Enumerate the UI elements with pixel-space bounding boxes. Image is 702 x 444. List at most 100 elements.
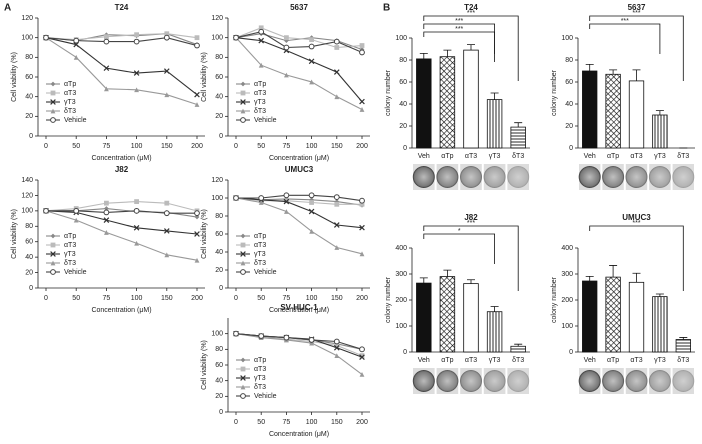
y-tick-label: 300: [395, 271, 407, 278]
x-tick-label: 0: [234, 295, 238, 302]
legend-label: Vehicle: [254, 269, 277, 276]
data-point: [359, 47, 365, 52]
legend-marker: [50, 251, 56, 257]
y-tick-label: 40: [25, 94, 33, 101]
x-tick-label: 50: [72, 143, 80, 150]
y-tick-label: 0: [403, 145, 407, 152]
data-point: [104, 206, 109, 211]
x-tick-label: Veh: [418, 153, 430, 160]
data-point: [309, 228, 314, 234]
data-point: [308, 192, 315, 199]
y-tick-label: 0: [403, 349, 407, 356]
legend-marker: [240, 260, 246, 266]
legend-marker: [240, 108, 246, 114]
data-point: [284, 72, 289, 78]
y-tick-label: 200: [395, 297, 407, 304]
colony-dish: [483, 370, 506, 392]
series-line: [235, 31, 363, 53]
y-tick-label: 120: [211, 177, 223, 184]
data-point: [258, 333, 265, 339]
x-tick-label: αT3: [465, 357, 477, 364]
bar: [463, 49, 479, 149]
x-tick-label: 75: [283, 295, 291, 302]
data-point: [103, 38, 110, 45]
x-axis-label: Concentration (μM): [91, 155, 151, 162]
data-point: [163, 228, 170, 234]
chart-title: 5637: [628, 3, 646, 12]
x-tick-label: 50: [257, 295, 265, 302]
y-axis-label: Cell viability (%): [201, 209, 208, 259]
data-point: [194, 42, 200, 49]
legend-marker: [240, 251, 246, 257]
x-tick-label: Veh: [418, 357, 430, 364]
bar: [582, 280, 598, 353]
legend-label: γT3: [254, 99, 266, 106]
error-bar: [585, 64, 594, 71]
bar: [486, 311, 503, 353]
y-tick-label: 120: [21, 15, 33, 22]
x-axis-label: Concentration (μM): [269, 307, 329, 314]
x-tick-label: 200: [356, 143, 368, 150]
data-point: [104, 86, 109, 92]
y-tick-label: 100: [395, 35, 407, 42]
significance-label: ***: [455, 18, 463, 25]
legend-marker: [50, 117, 56, 123]
significance-label: ***: [632, 220, 640, 227]
y-axis-label: colony number: [551, 69, 558, 116]
data-point: [134, 240, 139, 246]
y-tick-label: 40: [215, 249, 223, 256]
legend-label: αT3: [254, 366, 266, 373]
x-tick-label: αTp: [607, 357, 619, 364]
data-point: [103, 217, 110, 223]
data-point: [334, 94, 340, 100]
legend-label: Vehicle: [254, 393, 277, 400]
colony-dish: [507, 166, 530, 188]
series-line: [45, 37, 198, 47]
data-point: [233, 34, 239, 41]
x-tick-label: αTp: [441, 153, 453, 160]
legend-label: αTp: [64, 233, 76, 240]
y-tick-label: 0: [569, 145, 573, 152]
error-bar: [490, 306, 499, 312]
data-point: [308, 58, 315, 65]
legend-marker: [50, 108, 56, 114]
data-point: [43, 207, 49, 214]
bar: [439, 276, 456, 353]
x-tick-label: αT3: [630, 357, 642, 364]
data-point: [284, 198, 289, 204]
data-point: [283, 334, 290, 341]
data-point: [359, 372, 365, 377]
data-point: [233, 195, 239, 201]
colony-dish: [412, 166, 435, 188]
bar: [416, 282, 432, 353]
x-tick-label: 150: [161, 295, 173, 302]
y-tick-label: 80: [399, 57, 407, 64]
legend-marker: [240, 233, 246, 239]
y-tick-label: 60: [25, 239, 33, 246]
chart-title: T24: [464, 3, 478, 12]
data-point: [194, 214, 200, 220]
significance-label: ***: [455, 26, 463, 33]
data-point: [134, 87, 139, 93]
x-tick-label: 150: [161, 143, 173, 150]
colony-dish: [625, 370, 648, 392]
y-axis-label: Cell viability (%): [11, 209, 18, 259]
y-tick-label: 60: [565, 79, 573, 86]
data-point: [103, 65, 110, 71]
data-point: [43, 34, 49, 41]
y-tick-label: 0: [219, 133, 223, 140]
legend-label: Vehicle: [254, 117, 277, 124]
legend-label: αT3: [254, 90, 266, 97]
bar: [605, 276, 621, 353]
data-point: [134, 32, 139, 38]
x-tick-label: δT3: [677, 357, 689, 364]
x-tick-label: δT3: [512, 153, 524, 160]
y-tick-label: 20: [565, 123, 573, 130]
x-tick-label: αT3: [630, 153, 642, 160]
legend-label: Vehicle: [64, 117, 87, 124]
legend-label: δT3: [254, 108, 266, 115]
data-point: [359, 98, 365, 105]
data-point: [133, 70, 140, 76]
x-tick-label: 100: [131, 295, 143, 302]
